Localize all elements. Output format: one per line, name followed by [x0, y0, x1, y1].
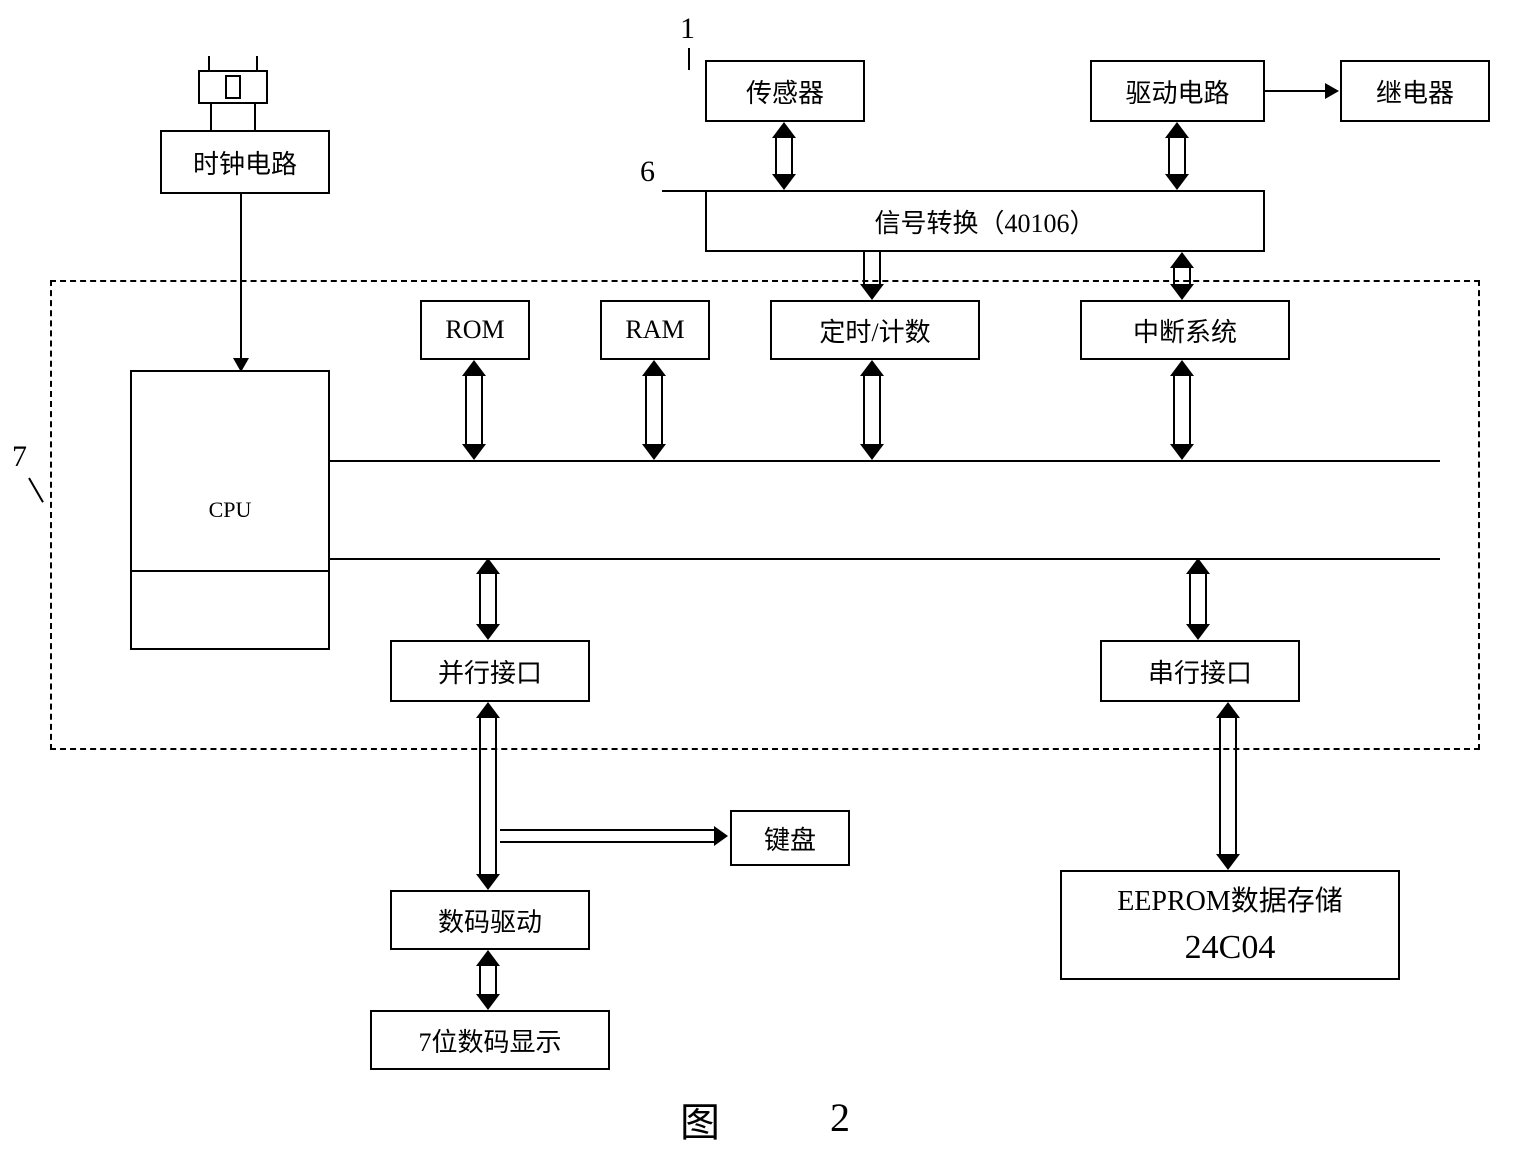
conn-crystal-clock-r: [254, 104, 256, 130]
arrow-interrupt-bus: [1170, 360, 1194, 460]
cpu-inner-divider: [132, 570, 328, 572]
leader-7: [28, 478, 44, 503]
arrow-clock-cpu: [240, 194, 242, 370]
signal-conv-block: 信号转换（40106）: [705, 190, 1265, 252]
bus-top: [330, 460, 1440, 462]
digit-drive-block: 数码驱动: [390, 890, 590, 950]
arrow-parallel-keyboard: [500, 826, 728, 846]
arrow-digitdrive-display: [476, 950, 500, 1010]
arrow-signalconv-timer: [860, 252, 884, 300]
rom-block: ROM: [420, 300, 530, 360]
ref-label-1: 1: [680, 12, 695, 46]
interrupt-block: 中断系统: [1080, 300, 1290, 360]
arrow-serial-eeprom: [1216, 702, 1240, 870]
arrow-serial-bus: [1186, 558, 1210, 640]
timer-counter-block: 定时/计数: [770, 300, 980, 360]
arrow-signalconv-interrupt: [1170, 252, 1194, 300]
arrow-timer-bus: [860, 360, 884, 460]
arrow-rom-bus: [462, 360, 486, 460]
serial-if-block: 串行接口: [1100, 640, 1300, 702]
eeprom-line1: EEPROM数据存储: [1062, 884, 1398, 920]
leader-1-v: [688, 48, 690, 70]
eeprom-line2: 24C04: [1062, 926, 1398, 970]
drive-circuit-block: 驱动电路: [1090, 60, 1265, 122]
display7-block: 7位数码显示: [370, 1010, 610, 1070]
figure-label: 图: [680, 1090, 720, 1148]
cpu-block: CPU: [130, 370, 330, 650]
ram-block: RAM: [600, 300, 710, 360]
ref-label-7: 7: [12, 440, 27, 474]
arrow-sensor-signalconv: [772, 122, 796, 190]
ref-label-6: 6: [640, 155, 655, 189]
crystal-icon: [198, 70, 268, 104]
crystal-pin-r: [256, 56, 258, 70]
arrow-parallel-bus: [476, 558, 500, 640]
sensor-block: 传感器: [705, 60, 865, 122]
eeprom-block: EEPROM数据存储 24C04: [1060, 870, 1400, 980]
relay-block: 继电器: [1340, 60, 1490, 122]
arrow-drive-signalconv: [1165, 122, 1189, 190]
keyboard-block: 键盘: [730, 810, 850, 866]
arrow-ram-bus: [642, 360, 666, 460]
arrow-drive-relay: [1265, 90, 1337, 92]
arrow-parallel-digitdrive: [476, 702, 500, 890]
clock-circuit-block: 时钟电路: [160, 130, 330, 194]
crystal-pin-l: [208, 56, 210, 70]
conn-crystal-clock-l: [210, 104, 212, 130]
figure-number: 2: [830, 1094, 850, 1141]
parallel-if-block: 并行接口: [390, 640, 590, 702]
